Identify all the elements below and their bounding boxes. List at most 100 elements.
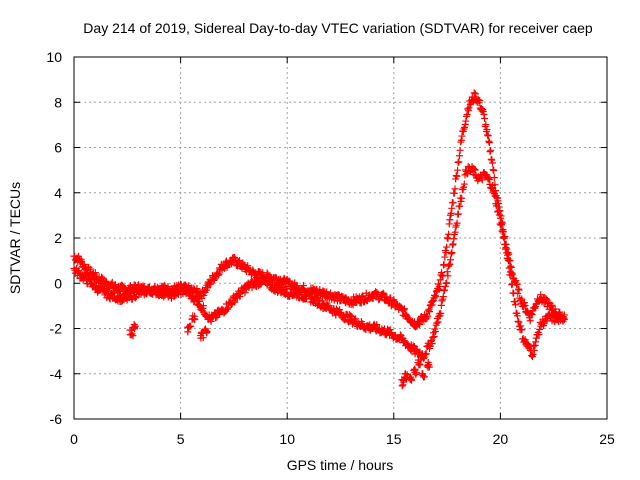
trace-a-marker xyxy=(98,273,106,281)
trace-a-marker xyxy=(435,285,443,293)
trace-a-marker xyxy=(548,301,556,309)
trace-b-marker xyxy=(318,297,326,305)
trace-a-marker xyxy=(383,293,391,301)
y-tick-label: 0 xyxy=(54,275,62,291)
trace-b-marker xyxy=(506,268,514,276)
trace-a-marker xyxy=(476,97,484,105)
trace-b-marker xyxy=(518,326,526,334)
trace-b-marker xyxy=(559,313,567,321)
trace-b-marker xyxy=(510,289,518,297)
trace-a-marker xyxy=(456,146,464,154)
trace-b-marker xyxy=(560,311,568,319)
axis-ticks xyxy=(73,56,608,420)
trace-a-marker xyxy=(490,166,498,174)
trace-a-marker xyxy=(537,291,545,299)
trace-c-marker xyxy=(424,359,432,367)
trace-a-marker xyxy=(455,158,463,166)
trace-b-marker xyxy=(489,182,497,190)
trace-a-marker xyxy=(446,216,454,224)
trace-a-marker xyxy=(484,131,492,139)
trace-a-marker xyxy=(531,304,539,312)
trace-a-marker xyxy=(432,293,440,301)
trace-b-marker xyxy=(514,317,522,325)
trace-b-marker xyxy=(449,241,457,249)
trace-a-marker xyxy=(484,132,492,140)
y-tick-label: 6 xyxy=(54,140,62,156)
trace-a-marker xyxy=(470,89,478,97)
trace-b-marker xyxy=(297,287,305,295)
trace-b-marker xyxy=(495,207,503,215)
trace-b-marker xyxy=(241,289,249,297)
trace-b-marker xyxy=(454,210,462,218)
trace-a-marker xyxy=(231,253,239,261)
trace-b-marker xyxy=(348,312,356,320)
trace-c-marker xyxy=(410,365,418,373)
trace-a-marker xyxy=(512,277,520,285)
trace-a-marker xyxy=(400,306,408,314)
trace-a-marker xyxy=(481,115,489,123)
trace-b-marker xyxy=(132,294,140,302)
trace-b-marker xyxy=(488,185,496,193)
trace-a-marker xyxy=(429,297,437,305)
trace-b-marker xyxy=(532,338,540,346)
trace-b-marker xyxy=(444,272,452,280)
trace-a-marker xyxy=(424,307,432,315)
trace-b-marker xyxy=(536,325,544,333)
trace-a-marker xyxy=(91,269,99,277)
trace-b-marker xyxy=(431,328,439,336)
trace-b-marker xyxy=(485,174,493,182)
trace-b-marker xyxy=(199,302,207,310)
trace-b-marker xyxy=(151,284,159,292)
trace-b-marker xyxy=(298,291,306,299)
trace-b-marker xyxy=(433,319,441,327)
y-axis-tick-labels: -6 -4 -2 0 2 4 6 8 10 xyxy=(46,49,62,427)
trace-a-marker xyxy=(215,270,223,278)
trace-a-marker xyxy=(400,305,408,313)
trace-c-marker xyxy=(416,361,424,369)
trace-c-marker xyxy=(407,373,415,381)
trace-b-marker xyxy=(503,249,511,257)
trace-b-marker xyxy=(212,314,220,322)
trace-b-marker xyxy=(413,345,421,353)
trace-a-marker xyxy=(486,148,494,156)
x-tick-label: 10 xyxy=(279,431,295,447)
trace-b-marker xyxy=(490,188,498,196)
trace-a-marker xyxy=(243,263,251,271)
trace-a-marker xyxy=(256,268,264,276)
trace-b-marker xyxy=(457,197,465,205)
trace-b-marker xyxy=(409,342,417,350)
trace-b-marker xyxy=(453,219,461,227)
trace-a-marker xyxy=(448,204,456,212)
trace-b-marker xyxy=(485,176,493,184)
trace-c-marker xyxy=(202,327,210,335)
trace-c-marker xyxy=(199,334,207,342)
trace-b-marker xyxy=(449,240,457,248)
trace-b-marker xyxy=(456,202,464,210)
trace-b-marker xyxy=(439,293,447,301)
trace-a-marker xyxy=(204,284,212,292)
trace-b-marker xyxy=(460,183,468,191)
data-points xyxy=(70,89,568,390)
trace-b-marker xyxy=(493,200,501,208)
trace-b-marker xyxy=(443,268,451,276)
trace-a-marker xyxy=(479,107,487,115)
trace-a-marker xyxy=(369,294,377,302)
trace-b-marker xyxy=(531,341,539,349)
trace-b-marker xyxy=(513,312,521,320)
trace-a-marker xyxy=(518,295,526,303)
trace-a-marker xyxy=(379,289,387,297)
trace-a-marker xyxy=(462,117,470,125)
trace-b-marker xyxy=(437,301,445,309)
trace-a-marker xyxy=(455,152,463,160)
y-tick-label: -4 xyxy=(50,366,63,382)
trace-b-marker xyxy=(434,318,442,326)
trace-b-marker xyxy=(521,336,529,344)
y-tick-label: 10 xyxy=(46,49,62,65)
trace-b-marker xyxy=(386,326,394,334)
trace-b-marker xyxy=(501,245,509,253)
trace-b-marker xyxy=(422,350,430,358)
trace-a-marker xyxy=(451,185,459,193)
trace-b-marker xyxy=(505,264,513,272)
y-tick-label: 4 xyxy=(54,185,62,201)
trace-a-marker xyxy=(300,281,308,289)
